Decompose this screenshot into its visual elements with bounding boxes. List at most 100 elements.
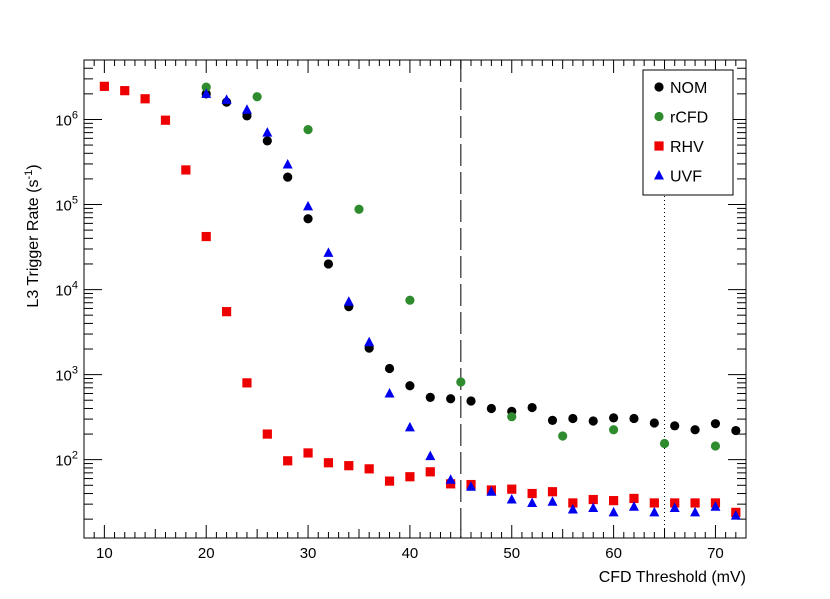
nom-point (425, 392, 435, 402)
y-tick-label: 103 (55, 365, 78, 385)
y-tick-label-exponent: 6 (72, 109, 78, 121)
nom-point (283, 172, 293, 182)
y-axis-title-exponent: -1 (23, 170, 35, 180)
rhv-point (609, 496, 619, 506)
legend-rhv-label: RHV (670, 139, 704, 156)
rhv-point (181, 165, 191, 175)
nom-point (649, 418, 659, 428)
rhv-point (99, 81, 109, 91)
uvf-point (303, 200, 314, 211)
rcfd-point (710, 441, 721, 451)
uvf-point (730, 510, 741, 520)
uvf-point (425, 450, 436, 461)
uvf-point (221, 94, 232, 104)
rhv-point (221, 307, 232, 317)
y-tick-label-exponent: 4 (72, 280, 78, 292)
x-tick-label: 20 (198, 545, 215, 562)
rcfd-point (659, 438, 670, 449)
uvf-point (445, 474, 456, 484)
nom-point (384, 363, 395, 374)
uvf-point (710, 501, 721, 511)
nom-point (303, 214, 313, 224)
rcfd-point (609, 425, 619, 435)
y-tick-label-exponent: 5 (72, 195, 78, 207)
y-tick-label-exponent: 3 (72, 365, 78, 377)
series-rcfd (201, 82, 721, 451)
rhv-point (507, 484, 517, 494)
rcfd-point (558, 431, 568, 441)
rhv-point (242, 378, 252, 388)
y-axis-title-main: L3 Trigger Rate (s (25, 180, 42, 308)
rhv-point (690, 498, 700, 508)
nom-point (731, 425, 741, 436)
nom-point (486, 403, 496, 414)
uvf-point (506, 494, 517, 504)
rhv-point (262, 429, 272, 439)
nom-point (670, 421, 680, 431)
uvf-point (343, 296, 354, 306)
uvf-point (669, 502, 680, 513)
y-tick-label-exponent: 2 (72, 450, 78, 462)
x-axis-title: CFD Threshold (mV) (599, 569, 746, 586)
series-uvf (201, 88, 741, 520)
rcfd-point (201, 82, 211, 92)
rcfd-point (303, 124, 313, 135)
rhv-point (120, 86, 130, 96)
nom-point (262, 136, 272, 146)
uvf-point (527, 497, 538, 507)
uvf-point (628, 501, 639, 511)
x-tick-label: 70 (707, 545, 724, 562)
nom-point (323, 259, 334, 269)
nom-point (405, 381, 415, 391)
legend: NOM rCFD RHV UVF (642, 69, 734, 196)
y-tick-label-base: 10 (55, 283, 72, 300)
rhv-point (649, 498, 659, 508)
rcfd-point (507, 412, 517, 422)
rhv-point (446, 479, 456, 489)
rhv-point (364, 464, 374, 474)
legend-rhv-marker (654, 141, 664, 151)
rhv-point (160, 115, 171, 125)
uvf-point (404, 421, 415, 432)
rcfd-point (405, 295, 415, 305)
plot-frame (83, 59, 747, 539)
nom-point (629, 413, 639, 424)
y-tick-label: 105 (55, 195, 78, 215)
y-axis-title-close: ) (25, 164, 42, 169)
uvf-point (262, 127, 273, 137)
uvf-point (588, 502, 599, 513)
uvf-point (567, 503, 578, 514)
x-tick-label: 30 (300, 545, 317, 562)
nom-point (609, 413, 619, 423)
uvf-point (384, 387, 395, 398)
rhv-point (303, 448, 313, 458)
uvf-point (486, 486, 497, 496)
y-axis-title: L3 Trigger Rate (s-1) (23, 164, 42, 307)
nom-point (446, 394, 456, 404)
nom-point (547, 415, 558, 425)
y-tick-label-base: 10 (55, 453, 72, 470)
rhv-point (425, 467, 435, 477)
rhv-point (588, 494, 598, 505)
legend-rcfd-label: rCFD (670, 110, 708, 127)
uvf-point (608, 506, 619, 517)
rhv-point (527, 488, 537, 499)
y-tick-label: 104 (55, 280, 78, 300)
rhv-point (344, 461, 354, 471)
uvf-point (282, 159, 293, 169)
y-tick-label: 106 (55, 109, 78, 129)
nom-point (710, 419, 721, 429)
uvf-point (547, 496, 558, 506)
nom-point (466, 396, 476, 406)
nom-point (690, 425, 700, 435)
x-tick-label: 10 (96, 545, 113, 562)
data-points (99, 81, 741, 520)
rhv-point (568, 498, 578, 508)
rhv-point (201, 231, 211, 242)
x-tick-label: 40 (402, 545, 419, 562)
x-tick-label: 50 (503, 545, 520, 562)
rhv-point (405, 472, 415, 482)
legend-uvf-label: UVF (670, 169, 702, 186)
rhv-point (140, 94, 150, 104)
